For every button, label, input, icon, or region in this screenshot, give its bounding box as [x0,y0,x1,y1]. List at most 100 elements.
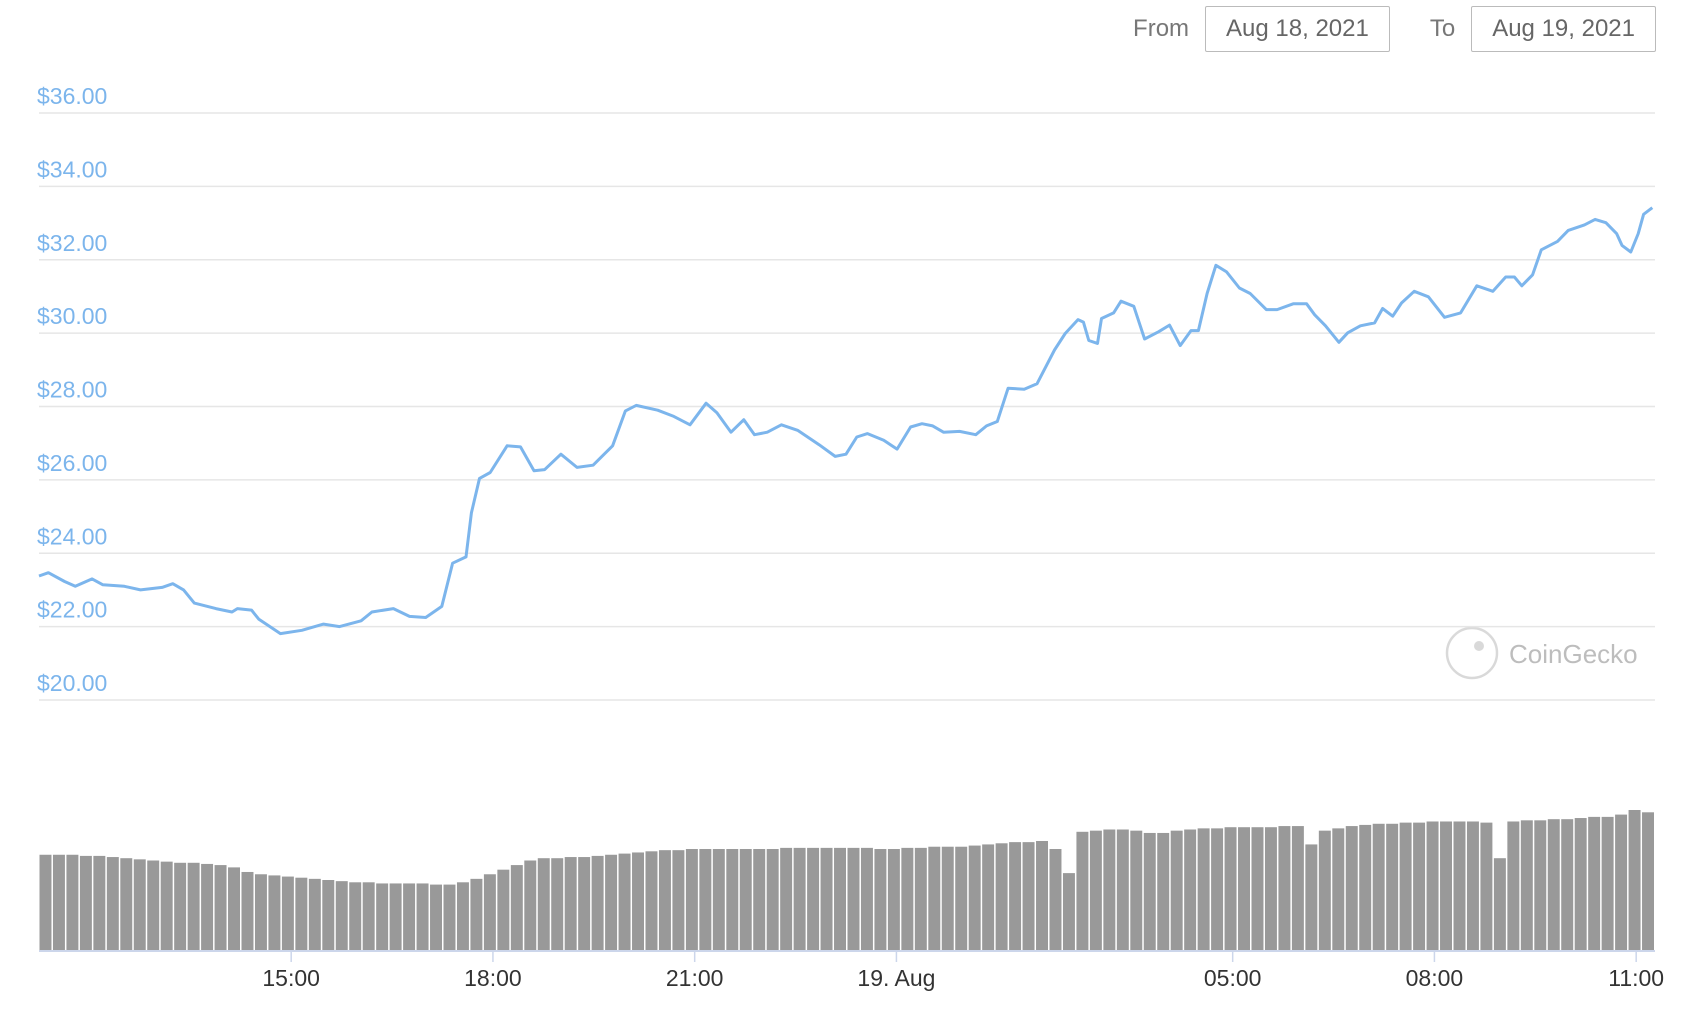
volume-bar [483,874,496,950]
volume-bar [645,851,658,950]
volume-bar [1588,816,1601,950]
volume-bar [1399,822,1412,950]
volume-bar [93,855,106,950]
volume-bar [1520,820,1533,950]
volume-bar [1466,821,1479,950]
volume-bar [1211,828,1224,950]
volume-bar [672,850,685,950]
volume-bar [739,849,752,950]
volume-bar [443,884,456,950]
x-tick-label: 08:00 [1406,965,1464,991]
volume-bar [174,862,187,950]
volume-bar [887,849,900,950]
y-tick-label: $28.00 [37,377,107,403]
volume-bar [1426,821,1439,950]
volume-bar [268,875,281,950]
volume-bar [1615,814,1628,950]
volume-bar [497,869,510,950]
volume-bar [1534,820,1547,950]
volume-bar [928,846,941,950]
volume-bar [860,847,873,950]
volume-bar [1305,844,1318,950]
volume-bar [914,847,927,950]
volume-bar [1480,822,1493,950]
volume-bar [1036,840,1048,950]
volume-bar [470,878,483,950]
volume-bar [658,850,671,950]
volume-bar [106,857,119,950]
volume-bar [632,852,644,950]
volume-bar [254,874,267,950]
volume-bar [1440,821,1452,950]
volume-bar [39,854,52,950]
from-date[interactable]: Aug 18, 2021 [1205,6,1390,52]
volume-bar [591,855,604,950]
volume-bar [1547,819,1560,950]
volume-bar [376,883,389,950]
volume-bar [1601,816,1614,950]
x-tick-label: 11:00 [1608,965,1664,991]
volume-bar [766,849,779,950]
volume-bar [793,847,806,950]
x-tick-label: 05:00 [1204,965,1262,991]
volume-bar [1143,832,1156,950]
volume-bar [362,882,375,950]
volume-bar [1116,829,1129,950]
volume-bar [1076,831,1089,950]
volume-bar [187,862,200,950]
x-tick-label: 21:00 [666,965,724,991]
volume-bar [726,849,739,950]
volume-bar [228,867,240,950]
volume-bar [322,880,335,950]
x-tick-label: 15:00 [262,965,320,991]
volume-bar [1642,812,1654,950]
volume-bar [416,883,429,950]
date-range: From Aug 18, 2021 To Aug 19, 2021 [1133,6,1656,52]
volume-bar [780,847,793,950]
volume-bar [1386,823,1399,950]
volume-bar [1130,830,1143,950]
volume-bar [551,858,564,950]
volume-bar [133,859,146,950]
volume-bar [1264,827,1277,950]
volume-bar [201,863,214,950]
price-line [38,206,1654,636]
volume-bar [618,853,631,950]
volume-bar [389,883,402,950]
volume-bar [605,854,618,950]
volume-bar [537,858,550,950]
volume-bar [1628,810,1641,950]
volume-bar [995,843,1008,950]
volume-bar [1507,821,1520,950]
y-tick-label: $26.00 [37,450,107,476]
volume-bar [1251,827,1264,950]
volume-bar [308,878,321,950]
x-tick-label: 18:00 [464,965,522,991]
watermark-icon [1445,626,1499,680]
volume-bar [1561,819,1574,950]
volume-bar [214,865,227,950]
volume-bar [1372,823,1385,950]
volume-bar [1049,849,1062,950]
y-tick-label: $24.00 [37,523,107,549]
volume-bar [955,846,968,950]
volume-bar [847,847,860,950]
volume-bar [1224,827,1237,950]
volume-bar [578,857,591,950]
volume-bar [430,884,442,950]
y-tick-label: $20.00 [37,670,107,696]
volume-bar [712,849,725,950]
volume-bar [52,854,65,950]
volume-bar [1318,830,1331,950]
to-date[interactable]: Aug 19, 2021 [1471,6,1656,52]
x-tick-label: 19. Aug [857,965,935,991]
y-tick-label: $34.00 [37,156,107,182]
volume-bar [510,865,523,950]
volume-bar [403,883,416,950]
y-tick-label: $32.00 [37,230,107,256]
volume-bar [295,877,308,950]
volume-bar [874,849,887,950]
volume-bar [456,882,469,950]
volume-bar [79,855,92,950]
